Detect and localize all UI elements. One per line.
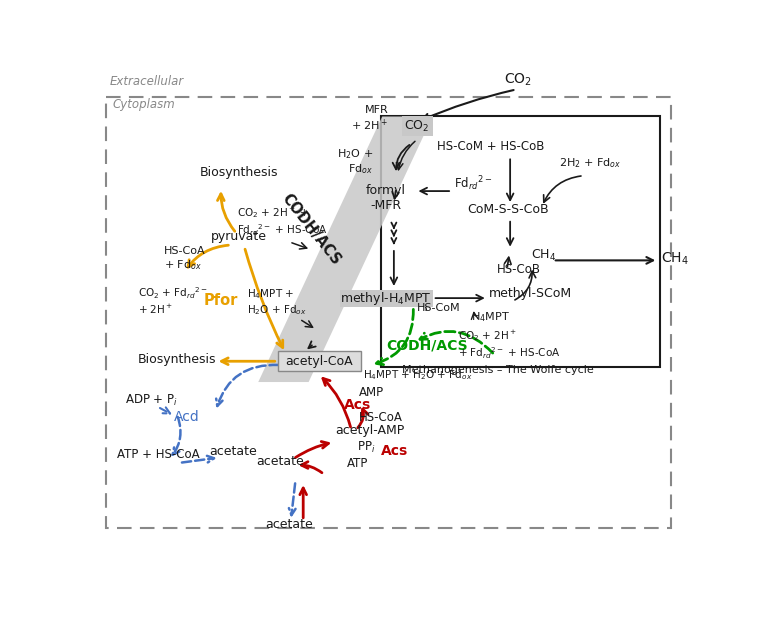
Text: ATP + HS-CoA: ATP + HS-CoA <box>117 447 200 460</box>
Text: CH$_4$: CH$_4$ <box>662 251 689 267</box>
Text: CO$_2$ + Fd$_{rd}$$^{2-}$
+ 2H$^+$: CO$_2$ + Fd$_{rd}$$^{2-}$ + 2H$^+$ <box>138 285 208 317</box>
Text: Acd: Acd <box>174 410 200 423</box>
Bar <box>277 351 361 371</box>
Text: CO$_2$ + 2H$^+$
+ Fd$_{rd}$$^{2-}$ + HS-CoA: CO$_2$ + 2H$^+$ + Fd$_{rd}$$^{2-}$ + HS-… <box>458 328 561 361</box>
Text: HS-CoB: HS-CoB <box>497 263 541 276</box>
Text: HS-CoA
+ Fd$_{ox}$: HS-CoA + Fd$_{ox}$ <box>163 246 206 272</box>
Text: MFR
+ 2H$^+$: MFR + 2H$^+$ <box>351 105 388 133</box>
Text: acetate: acetate <box>265 518 313 531</box>
Text: Fd$_{rd}$$^{2-}$: Fd$_{rd}$$^{2-}$ <box>454 174 492 193</box>
Bar <box>380 117 659 366</box>
Text: pyruvate: pyruvate <box>211 230 267 242</box>
Text: CoM-S-S-CoB: CoM-S-S-CoB <box>467 202 549 215</box>
Text: Biosynthesis: Biosynthesis <box>138 353 217 366</box>
Text: H$_4$MPT + H$_2$O + Fd$_{ox}$: H$_4$MPT + H$_2$O + Fd$_{ox}$ <box>363 368 472 382</box>
Text: CO$_2$: CO$_2$ <box>404 118 430 133</box>
Text: CO$_2$: CO$_2$ <box>504 72 532 88</box>
Text: CO$_2$ + 2H$^+$ +
Fd$_{rd}$$^{2-}$ + HS-CoA: CO$_2$ + 2H$^+$ + Fd$_{rd}$$^{2-}$ + HS-… <box>238 205 328 238</box>
Text: acetate: acetate <box>209 445 257 458</box>
Text: H$_2$O +
Fd$_{ox}$: H$_2$O + Fd$_{ox}$ <box>337 147 373 176</box>
Text: CODH/ACS: CODH/ACS <box>279 191 343 268</box>
Text: Pfor: Pfor <box>204 293 238 308</box>
Text: H$_4$MPT: H$_4$MPT <box>471 310 510 325</box>
Text: acetyl-AMP: acetyl-AMP <box>335 424 405 437</box>
Text: Biosynthesis: Biosynthesis <box>200 166 279 179</box>
Text: ATP: ATP <box>348 457 369 470</box>
Text: methyl-H$_4$MPT: methyl-H$_4$MPT <box>340 289 432 307</box>
Text: Methanogenesis – The Wolfe cycle: Methanogenesis – The Wolfe cycle <box>402 365 594 375</box>
Text: Acs: Acs <box>344 398 371 412</box>
Text: methyl-SCoM: methyl-SCoM <box>489 288 572 300</box>
Text: ADP + P$_i$: ADP + P$_i$ <box>125 392 178 408</box>
Text: CH$_4$: CH$_4$ <box>531 248 556 263</box>
Text: HS-CoM + HS-CoB: HS-CoM + HS-CoB <box>437 139 545 152</box>
Text: acetyl-CoA: acetyl-CoA <box>286 355 353 368</box>
Polygon shape <box>258 117 432 382</box>
Text: PP$_i$: PP$_i$ <box>357 441 375 455</box>
Text: 2H$_2$ + Fd$_{ox}$: 2H$_2$ + Fd$_{ox}$ <box>558 157 621 170</box>
Text: Cytoplasm: Cytoplasm <box>112 98 175 111</box>
Text: formyl
-MFR: formyl -MFR <box>366 184 406 212</box>
Text: HS-CoA: HS-CoA <box>359 410 403 423</box>
Text: HS-CoM: HS-CoM <box>417 303 461 313</box>
Text: acetate: acetate <box>257 455 304 468</box>
Text: AMP: AMP <box>359 386 384 399</box>
Text: Acs: Acs <box>380 444 408 458</box>
Text: Extracellular: Extracellular <box>109 75 183 88</box>
Text: H$_4$MPT +
H$_2$O + Fd$_{ox}$: H$_4$MPT + H$_2$O + Fd$_{ox}$ <box>247 287 306 317</box>
Text: CODH/ACS: CODH/ACS <box>387 339 468 353</box>
Bar <box>340 289 432 307</box>
